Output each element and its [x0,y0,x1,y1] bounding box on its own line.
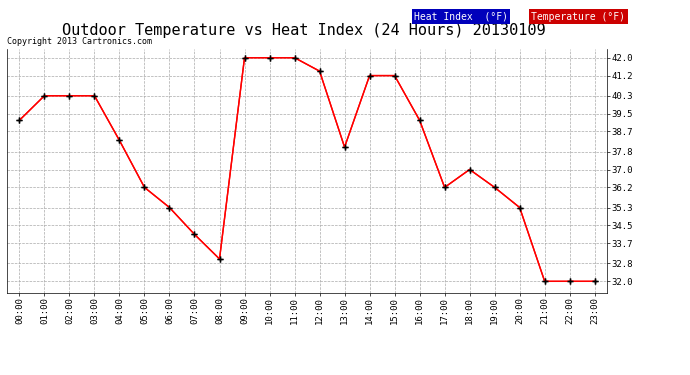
Text: Copyright 2013 Cartronics.com: Copyright 2013 Cartronics.com [7,38,152,46]
Text: Temperature (°F): Temperature (°F) [531,12,625,22]
Text: Heat Index  (°F): Heat Index (°F) [414,12,508,22]
Text: Outdoor Temperature vs Heat Index (24 Hours) 20130109: Outdoor Temperature vs Heat Index (24 Ho… [62,22,545,38]
